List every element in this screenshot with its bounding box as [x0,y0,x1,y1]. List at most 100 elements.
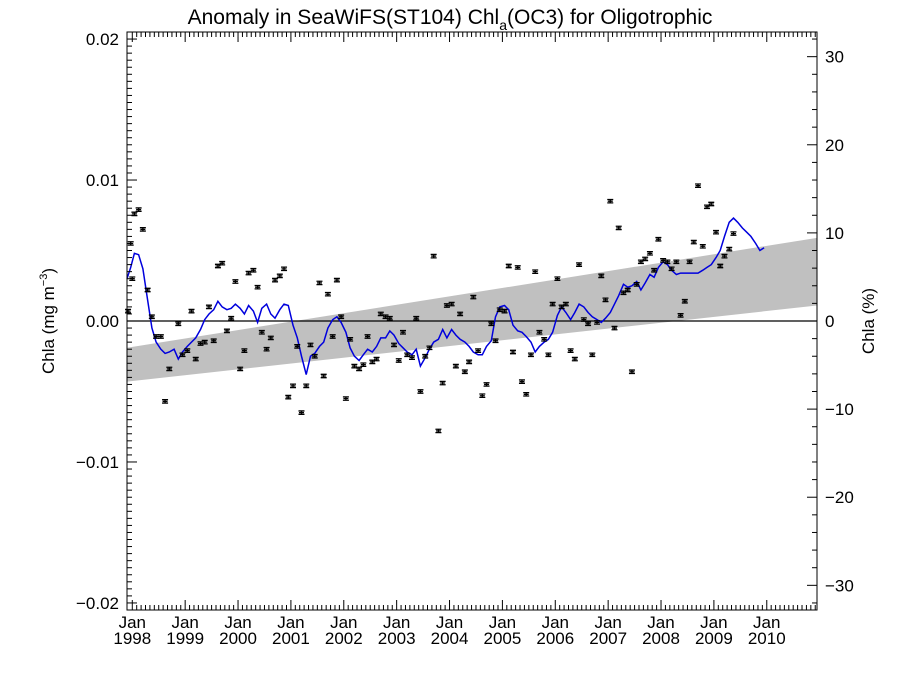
data-point-error-bar [347,336,354,342]
y-axis-right-tick-labels: 30 20 10 0 −10 −20 −30 [825,48,854,596]
data-point-error-bar [677,313,684,318]
data-point-error-bar [470,294,477,300]
data-point-error-bar [188,308,195,314]
data-point-error-bar [175,321,182,327]
data-point-error-bar [382,314,389,320]
y-tick-label-left: 0.01 [86,171,119,190]
data-point-error-bar [668,266,675,272]
data-point-error-bar [311,353,318,359]
monthly-anomaly-group [125,183,737,434]
data-point-error-bar [386,315,393,321]
data-point-error-bar [210,338,217,344]
x-tick-label-month: Jan [171,613,198,632]
y-tick-label-right: −30 [825,576,854,595]
data-point-error-bar [166,366,173,372]
data-point-error-bar [285,394,292,400]
data-point-error-bar [637,259,644,265]
data-point-error-bar [369,359,376,365]
data-point-error-bar [660,258,667,263]
y-tick-label-right: 0 [825,312,834,331]
x-tick-label-month: Jan [383,613,410,632]
data-point-error-bar [377,311,384,317]
data-point-error-bar [324,291,331,297]
data-point-error-bar [475,348,482,353]
data-point-error-bar [713,229,720,235]
data-point-error-bar [726,246,733,252]
y-tick-label-right: 30 [825,48,844,67]
x-tick-label-year: 2009 [695,629,733,648]
x-tick-label-year: 1999 [166,629,204,648]
data-point-error-bar [281,266,288,272]
data-point-error-bar [633,282,640,287]
data-point-error-bar [646,250,653,256]
data-point-error-bar [320,373,327,379]
data-point-error-bar [430,253,437,259]
data-point-error-bar [179,352,186,358]
data-point-error-bar [580,317,587,322]
data-point-error-bar [501,308,508,314]
data-point-error-bar [611,325,618,331]
data-point-error-bar [338,314,345,320]
data-point-error-bar [598,273,605,279]
running-mean-line [126,217,765,375]
data-point-error-bar [585,321,592,327]
data-point-error-bar [258,329,265,335]
data-point-error-bar [201,339,208,345]
data-point-error-bar [422,353,429,359]
data-point-error-bar [148,314,155,320]
data-point-error-bar [223,328,230,334]
x-tick-label-year: 2002 [325,629,363,648]
data-point-error-bar [290,383,297,389]
data-point-error-bar [655,236,662,242]
data-point-error-bar [624,287,631,293]
data-point-error-bar [594,320,601,325]
data-point-error-bar [298,410,305,415]
chart-title: Anomaly in SeaWiFS(ST104) Chla(OC3) for … [188,6,713,33]
data-point-error-bar [541,336,548,342]
data-point-error-bar [567,348,574,353]
data-point-error-bar [686,259,693,265]
y-tick-label-left: 0.02 [86,30,119,49]
y-tick-label-right: 10 [825,224,844,243]
y-axis-left-title: Chla (mg m−3) [38,268,58,374]
data-point-error-bar [426,345,433,351]
x-tick-label-year: 2003 [378,629,416,648]
data-point-error-bar [717,263,724,269]
data-point-error-bar [457,311,464,317]
x-tick-label-month: Jan [647,613,674,632]
data-point-error-bar [153,334,160,339]
data-point-error-bar [505,263,512,269]
data-point-error-bar [237,366,244,372]
data-point-error-bar [479,393,486,399]
data-point-error-bar [250,267,257,273]
data-point-error-bar [562,301,569,307]
data-point-error-bar [408,355,415,360]
data-point-error-bar [144,287,151,293]
data-point-error-bar [589,352,596,358]
data-point-error-bar [628,369,635,375]
data-point-error-bar [673,259,680,265]
y-tick-label-left: −0.02 [76,594,119,613]
data-point-error-bar [192,356,199,362]
data-point-error-bar [219,260,226,266]
data-point-error-bar [342,396,349,401]
data-point-error-bar [241,348,248,353]
data-point-error-bar [360,362,367,368]
data-point-error-bar [263,346,270,352]
data-point-error-bar [131,211,138,217]
y-axis-left-tick-labels: 0.02 0.01 0.00 −0.01 −0.02 [76,30,119,613]
data-point-error-bar [162,399,169,404]
data-point-error-bar [492,338,499,344]
data-point-error-bar [364,334,371,339]
data-point-error-bar [576,262,583,267]
data-point-error-bar [554,276,561,282]
data-point-error-bar [272,277,279,283]
data-point-error-bar [509,349,516,355]
x-axis-tick-labels: Jan1998Jan1999Jan2000Jan2001Jan2002Jan20… [113,613,785,648]
data-point-error-bar [518,379,525,384]
running-mean-group [126,217,765,375]
data-point-error-bar [607,198,614,204]
data-point-error-bar [417,389,424,394]
data-point-error-bar [514,265,521,270]
